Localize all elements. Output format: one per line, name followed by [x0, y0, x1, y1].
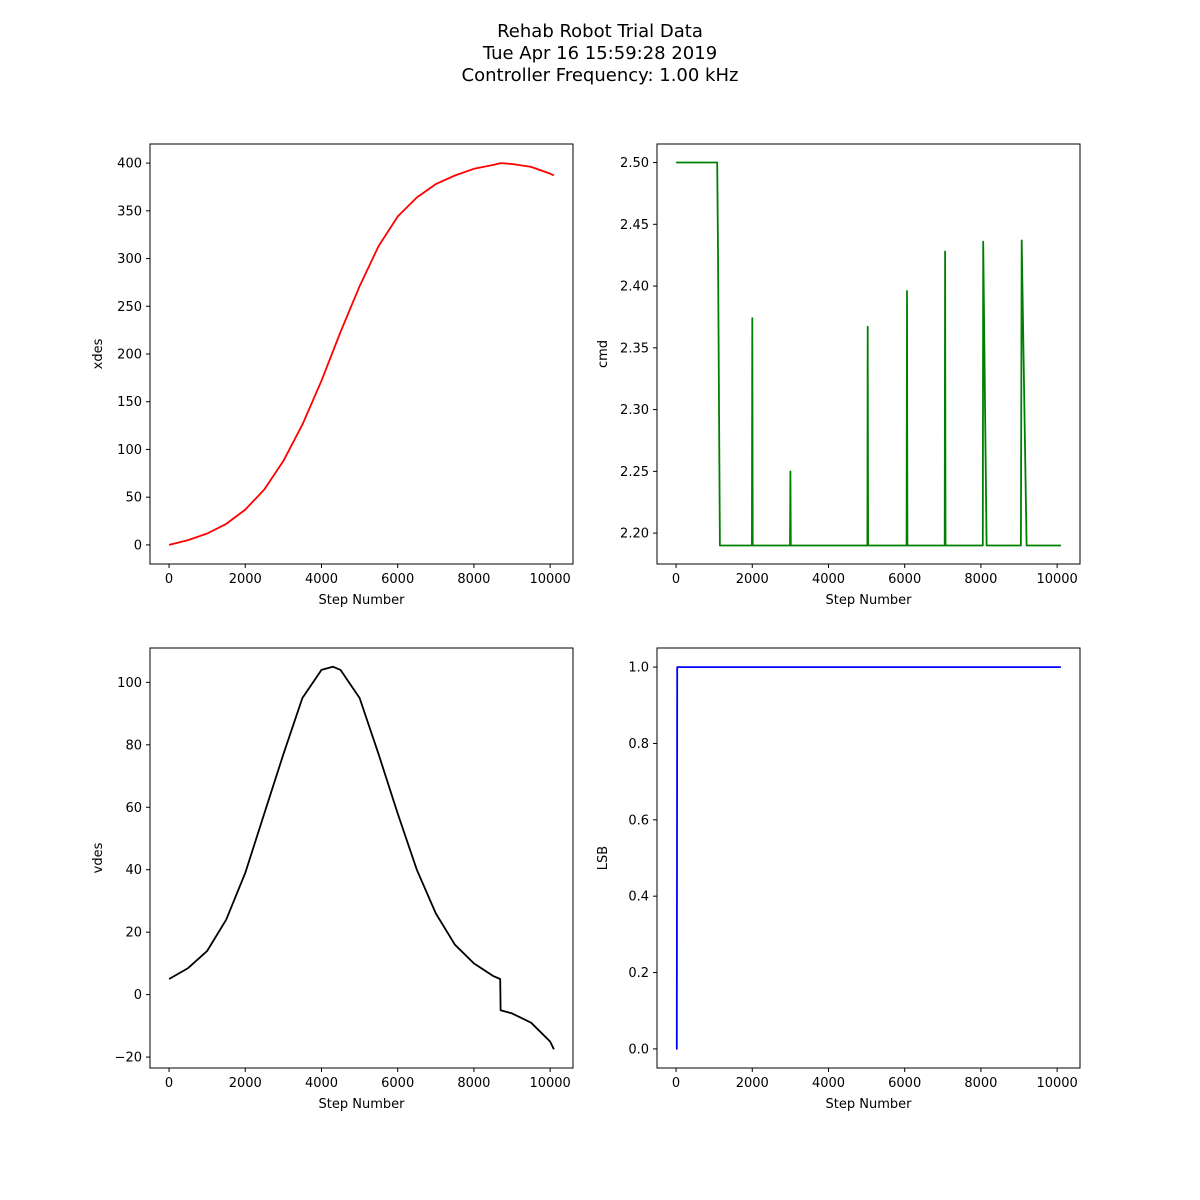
- y-tick-label: 400: [117, 157, 142, 172]
- series-line-2-1: [676, 161, 1061, 547]
- y-tick-label: 0.8: [628, 737, 649, 752]
- y-tick-label: 2.20: [620, 527, 649, 542]
- plot-frame-4: [656, 647, 1081, 1069]
- x-tick-label: 6000: [888, 1076, 921, 1091]
- y-tick-label: 2.50: [620, 156, 649, 171]
- x-tick-label: 0: [672, 1076, 680, 1091]
- y-axis-label: LSB: [596, 846, 611, 870]
- y-tick-label: 0.4: [628, 890, 649, 905]
- y-tick-label: −20: [115, 1051, 142, 1066]
- x-tick-label: 8000: [964, 572, 997, 587]
- y-tick-label: 80: [125, 738, 142, 753]
- x-tick-label: 2000: [736, 1076, 769, 1091]
- y-tick-label: 0.6: [628, 813, 649, 828]
- subplot-2: 0 2000 4000 6000 8000 10000 2.20 2.25 2.30 2.35 2.…: [596, 143, 1081, 608]
- y-axis-label: xdes: [91, 338, 106, 369]
- subplot-4: 0 2000 4000 6000 8000 10000 0.0 0.2 0.4 0.6 0.8 1.0…: [596, 647, 1081, 1112]
- x-tick-label: 0: [672, 572, 680, 587]
- series-line-1-1: [168, 162, 555, 546]
- y-tick-label: 60: [125, 801, 142, 816]
- x-tick-label: 6000: [381, 572, 414, 587]
- y-tick-label: 0: [134, 988, 142, 1003]
- y-tick-label: 2.25: [620, 465, 649, 480]
- x-tick-label: 0: [165, 1076, 173, 1091]
- y-tick-label: 20: [125, 926, 142, 941]
- y-tick-label: 100: [117, 443, 142, 458]
- x-axis-label: Step Number: [826, 1097, 913, 1112]
- y-tick-label: 0: [134, 538, 142, 553]
- x-tick-label: 4000: [812, 1076, 845, 1091]
- y-tick-label: 0.0: [628, 1042, 649, 1057]
- plot-frame-2: [656, 143, 1081, 565]
- y-tick-label: 200: [117, 348, 142, 363]
- y-tick-label: 40: [125, 863, 142, 878]
- y-tick-label: 2.30: [620, 403, 649, 418]
- x-tick-label: 10000: [529, 572, 570, 587]
- x-tick-label: 4000: [812, 572, 845, 587]
- y-tick-label: 250: [117, 300, 142, 315]
- x-tick-label: 10000: [1036, 1076, 1077, 1091]
- figure-title-line-2: Tue Apr 16 15:59:28 2019: [482, 43, 718, 64]
- x-tick-label: 8000: [457, 572, 490, 587]
- y-tick-label: 100: [117, 676, 142, 691]
- x-tick-label: 8000: [457, 1076, 490, 1091]
- plot-frame-1: [149, 143, 574, 565]
- y-axis-label: vdes: [91, 842, 106, 873]
- y-tick-label: 300: [117, 252, 142, 267]
- x-tick-label: 6000: [381, 1076, 414, 1091]
- subplot-1: 0 2000 4000 6000 8000 10000 0 50 100 150 200 250 300…: [91, 143, 574, 608]
- x-axis-label: Step Number: [319, 593, 406, 608]
- y-tick-label: 0.2: [628, 966, 649, 981]
- y-tick-label: 150: [117, 395, 142, 410]
- x-axis-label: Step Number: [826, 593, 913, 608]
- subplot-3: 0 2000 4000 6000 8000 10000 −20 0 20 40 60 80 100 Ste…: [91, 647, 574, 1112]
- x-tick-label: 2000: [229, 572, 262, 587]
- y-tick-label: 50: [125, 491, 142, 506]
- x-tick-label: 10000: [1036, 572, 1077, 587]
- plot-frame-3: [149, 647, 574, 1069]
- x-tick-label: 4000: [305, 572, 338, 587]
- x-tick-label: 0: [165, 572, 173, 587]
- y-tick-label: 1.0: [628, 661, 649, 676]
- series-line-4-1: [675, 666, 1061, 1050]
- x-tick-label: 8000: [964, 1076, 997, 1091]
- series-line-3-1: [168, 665, 555, 1050]
- x-tick-label: 10000: [529, 1076, 570, 1091]
- x-tick-label: 6000: [888, 572, 921, 587]
- x-tick-label: 2000: [736, 572, 769, 587]
- x-tick-label: 4000: [305, 1076, 338, 1091]
- figure-title-line-1: Rehab Robot Trial Data: [497, 21, 703, 42]
- figure-title-line-3: Controller Frequency: 1.00 kHz: [461, 65, 739, 86]
- x-axis-label: Step Number: [319, 1097, 406, 1112]
- y-tick-label: 2.40: [620, 280, 649, 295]
- y-axis-label: cmd: [596, 340, 611, 368]
- x-tick-label: 2000: [229, 1076, 262, 1091]
- y-tick-label: 2.45: [620, 218, 649, 233]
- y-tick-label: 2.35: [620, 341, 649, 356]
- y-tick-label: 350: [117, 204, 142, 219]
